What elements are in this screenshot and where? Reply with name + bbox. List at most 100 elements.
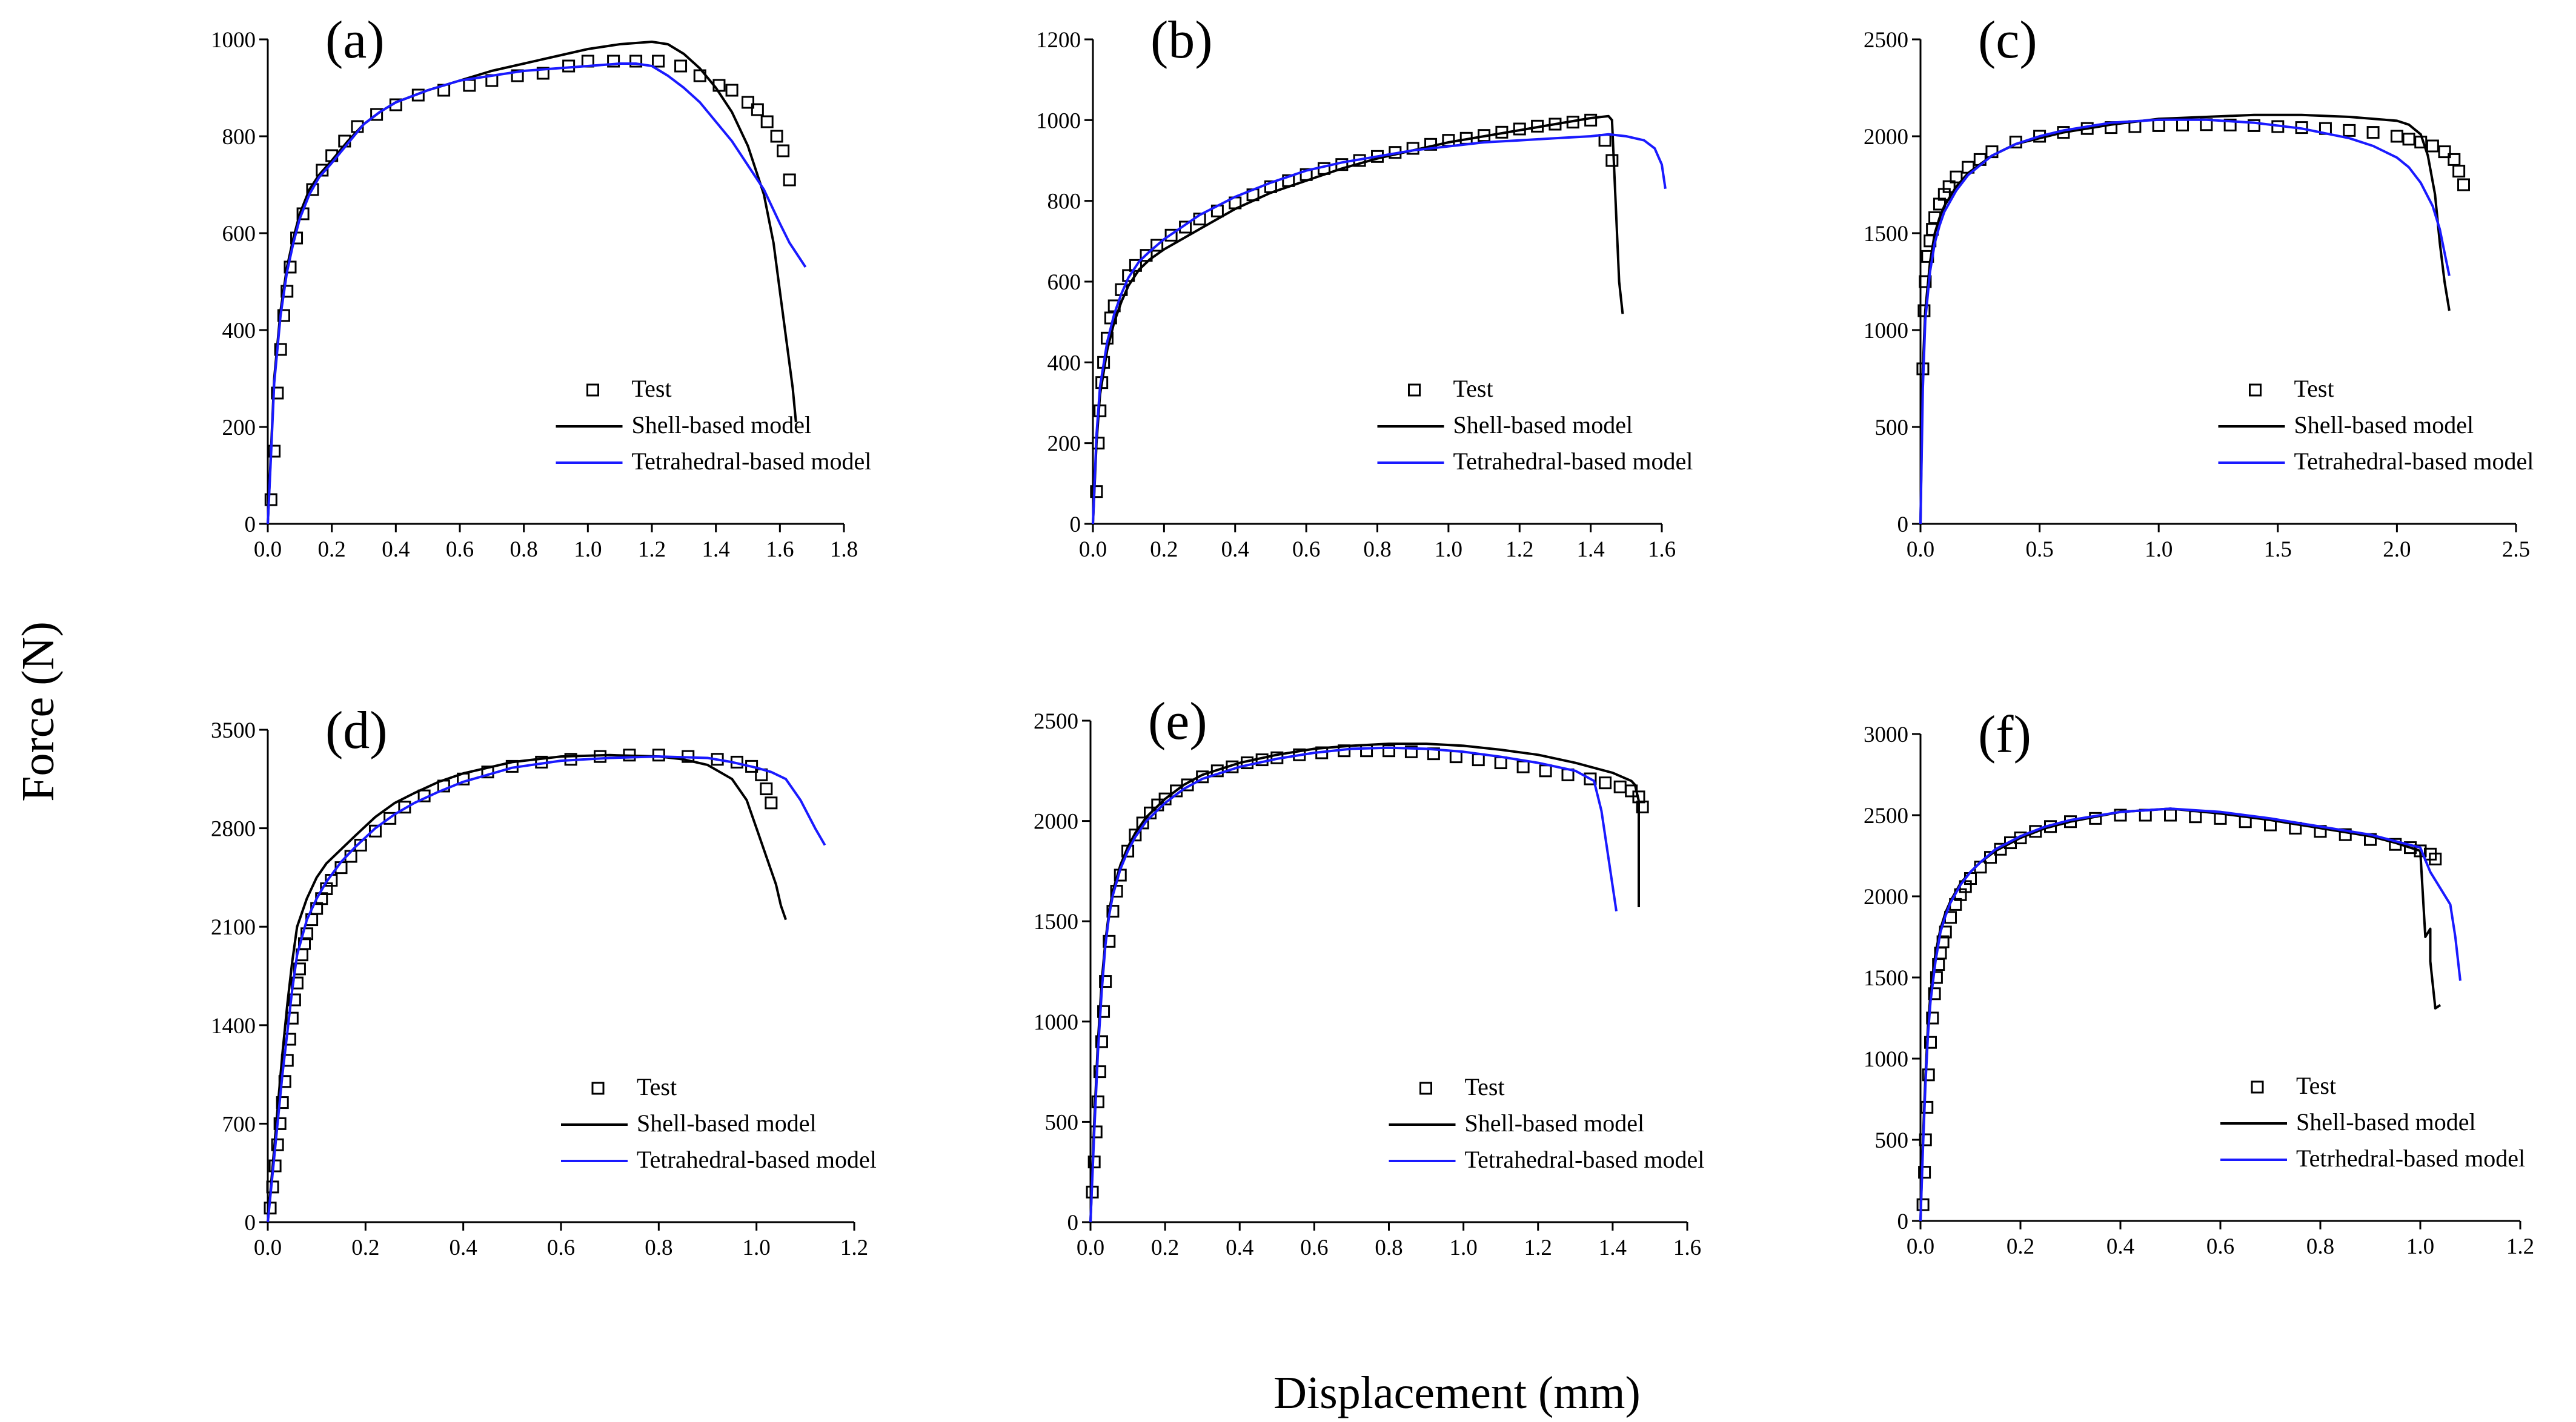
x-tick-label: 1.2 bbox=[638, 537, 666, 562]
data-point-marker bbox=[2452, 165, 2466, 178]
data-point-marker bbox=[1103, 934, 1116, 948]
y-tick-label: 1200 bbox=[1036, 28, 1081, 53]
x-tick-label: 0.6 bbox=[1300, 1235, 1328, 1260]
x-axis-title: Displacement (mm) bbox=[1273, 1367, 1641, 1418]
data-point-marker bbox=[2152, 119, 2165, 132]
data-point-marker bbox=[274, 343, 287, 356]
data-point-marker bbox=[1140, 249, 1153, 262]
legend-swatch-test bbox=[1419, 1082, 1432, 1095]
data-point-marker bbox=[281, 285, 294, 298]
x-tick-label: 1.0 bbox=[1435, 537, 1462, 562]
data-point-marker bbox=[370, 108, 383, 121]
legend-entry: Tetrahedral-based model bbox=[632, 448, 872, 475]
data-point-marker bbox=[1091, 1095, 1104, 1108]
panel-label: (e) bbox=[1148, 692, 1207, 751]
y-tick-label: 2500 bbox=[1864, 804, 1908, 828]
data-point-marker bbox=[290, 976, 304, 990]
data-point-marker bbox=[2366, 126, 2380, 139]
y-tick-label: 2000 bbox=[1864, 125, 1908, 150]
data-point-marker bbox=[1129, 259, 1142, 272]
series-shell-line bbox=[267, 41, 797, 524]
legend-entry: Test bbox=[2296, 1072, 2336, 1099]
legend-entry: Shell-based model bbox=[1465, 1109, 1645, 1137]
legend-entry: Shell-based model bbox=[1453, 411, 1633, 438]
data-point-marker bbox=[2223, 118, 2237, 131]
data-point-marker bbox=[1924, 1036, 1937, 1049]
panel-label: (f) bbox=[1978, 706, 2031, 764]
data-point-marker bbox=[1129, 828, 1142, 842]
series-test-markers bbox=[1916, 118, 2470, 375]
y-tick-label: 3000 bbox=[1864, 723, 1908, 747]
y-tick-label: 0 bbox=[245, 1211, 256, 1235]
y-tick-label: 1500 bbox=[1864, 966, 1908, 991]
data-point-marker bbox=[271, 386, 284, 400]
data-point-marker bbox=[674, 59, 688, 73]
data-point-marker bbox=[725, 84, 739, 97]
data-point-marker bbox=[751, 103, 764, 116]
chart-panel-b: 0.0 0.2 0.4 0.6 0.8 1.0 1.2 1.4 1.6 0 200 400 600 800… bbox=[1036, 11, 1693, 562]
x-tick-label: 0.6 bbox=[2206, 1234, 2234, 1259]
x-tick-label: 1.5 bbox=[2264, 537, 2292, 562]
series-tetrahedral-line bbox=[1919, 807, 2461, 1222]
data-point-marker bbox=[1097, 1005, 1110, 1018]
data-point-marker bbox=[1360, 744, 1373, 758]
y-tick-label: 400 bbox=[1047, 351, 1081, 375]
data-point-marker bbox=[288, 993, 301, 1007]
data-point-marker bbox=[463, 79, 476, 92]
x-tick-label: 1.2 bbox=[1505, 537, 1533, 562]
data-point-marker bbox=[1584, 113, 1598, 127]
x-tick-label: 2.0 bbox=[2383, 537, 2411, 562]
data-point-marker bbox=[652, 749, 665, 762]
y-tick-label: 500 bbox=[1875, 415, 1909, 440]
legend: Test Shell-based model Tetrahedral-based m… bbox=[2218, 375, 2534, 475]
legend: Test Shell-based model Tetrahedral-based m… bbox=[556, 375, 872, 475]
data-point-marker bbox=[1164, 228, 1178, 242]
y-tick-label: 600 bbox=[1047, 270, 1081, 295]
chart-panel-c: 0.0 0.5 1.0 1.5 2.0 2.5 0 500 1000 1500 2000 2500 (c… bbox=[1864, 11, 2534, 562]
data-point-marker bbox=[1613, 780, 1627, 793]
x-tick-label: 0.5 bbox=[2025, 537, 2053, 562]
legend: Test Shell-based model Tetrahedral-based m… bbox=[561, 1073, 877, 1173]
series-tetrahedral-line bbox=[1089, 746, 1618, 1223]
data-point-marker bbox=[1584, 772, 1597, 785]
data-point-marker bbox=[1090, 485, 1103, 498]
y-axis-title: Force (N) bbox=[13, 621, 64, 802]
x-tick-label: 0.0 bbox=[254, 1235, 282, 1260]
y-tick-label: 700 bbox=[222, 1112, 256, 1137]
data-point-marker bbox=[1136, 816, 1149, 830]
legend-swatch-test bbox=[2251, 1080, 2264, 1094]
data-point-marker bbox=[354, 838, 367, 852]
x-tick-label: 1.0 bbox=[2145, 537, 2173, 562]
series-shell-line bbox=[1092, 114, 1624, 524]
data-point-marker bbox=[1099, 975, 1112, 988]
data-point-marker bbox=[760, 782, 773, 796]
data-point-marker bbox=[1919, 1133, 1932, 1146]
data-point-marker bbox=[1928, 987, 1941, 1000]
data-point-marker bbox=[2164, 809, 2177, 822]
x-tick-label: 1.0 bbox=[743, 1235, 771, 1260]
chart-panel-e: 0.0 0.2 0.4 0.6 0.8 1.0 1.2 1.4 1.6 0 500 1000 1500 2… bbox=[1034, 692, 1704, 1260]
series-test-markers bbox=[264, 749, 778, 1215]
legend: Test Shell-based model Tetrhedral-based mo… bbox=[2220, 1072, 2525, 1172]
y-tick-label: 800 bbox=[1047, 190, 1081, 214]
data-point-marker bbox=[1916, 1198, 1930, 1211]
legend-entry: Shell-based model bbox=[2294, 411, 2474, 438]
x-tick-label: 1.2 bbox=[1524, 1235, 1552, 1260]
x-tick-label: 2.5 bbox=[2502, 537, 2530, 562]
data-point-marker bbox=[2457, 178, 2470, 191]
data-point-marker bbox=[1950, 170, 1963, 184]
data-point-marker bbox=[742, 96, 754, 109]
data-point-marker bbox=[783, 173, 796, 187]
data-point-marker bbox=[1920, 1100, 1934, 1114]
x-tick-label: 0.8 bbox=[2306, 1234, 2334, 1259]
data-point-marker bbox=[2390, 130, 2403, 143]
series-tetrahedral-line bbox=[1092, 133, 1667, 524]
data-point-marker bbox=[1092, 437, 1105, 450]
data-point-marker bbox=[398, 801, 411, 814]
y-tick-label: 600 bbox=[222, 222, 256, 246]
data-point-marker bbox=[1918, 1166, 1931, 1179]
y-tick-label: 1000 bbox=[1864, 319, 1908, 343]
legend-entry: Test bbox=[632, 375, 672, 402]
data-point-marker bbox=[268, 445, 281, 458]
x-tick-label: 0.0 bbox=[1907, 537, 1934, 562]
